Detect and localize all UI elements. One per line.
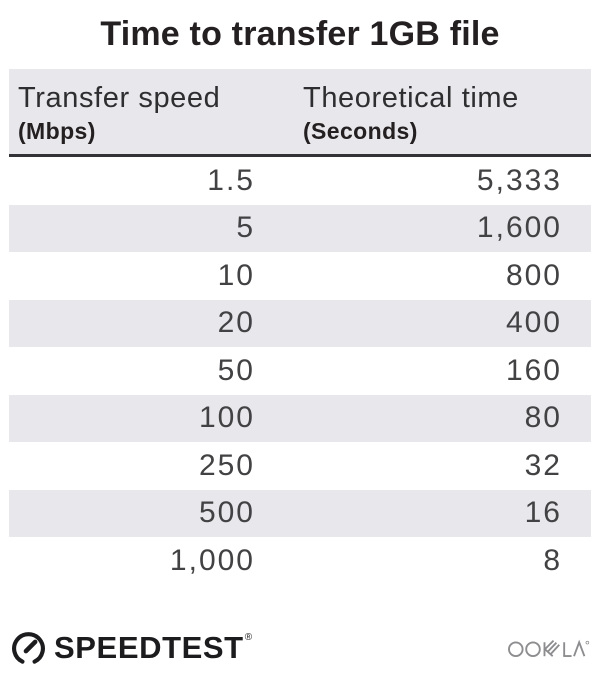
table-row: 10 800 [9, 252, 591, 300]
column-header-time: Theoretical time (Seconds) [255, 80, 591, 154]
ookla-wordmark-icon [508, 639, 590, 657]
transfer-time-table: Transfer speed (Mbps) Theoretical time (… [9, 69, 591, 585]
column-header-speed: Transfer speed (Mbps) [9, 80, 255, 154]
table-row: 5 1,600 [9, 204, 591, 252]
cell-time: 1,600 [476, 211, 562, 245]
column-unit-speed: (Mbps) [18, 118, 96, 144]
page-title: Time to transfer 1GB file [100, 15, 500, 53]
cell-time: 5,333 [476, 163, 562, 197]
table-row: 50 160 [9, 347, 591, 395]
column-unit-time: (Seconds) [303, 118, 418, 144]
cell-speed: 1.5 [207, 163, 255, 197]
speedtest-logo: SPEEDTEST ® [10, 629, 252, 666]
footer: SPEEDTEST ® [10, 629, 590, 667]
speedtest-gauge-icon [12, 632, 45, 664]
cell-speed: 10 [217, 258, 255, 292]
cell-time: 80 [524, 401, 562, 435]
registered-trademark-icon: ® [244, 632, 253, 643]
table-row: 500 16 [9, 489, 591, 537]
cell-time: 16 [524, 496, 562, 530]
cell-speed: 5 [236, 211, 255, 245]
speedtest-wordmark: SPEEDTEST [54, 630, 244, 665]
table-row: 20 400 [9, 299, 591, 347]
cell-speed: 100 [198, 401, 255, 435]
cell-speed: 20 [217, 306, 255, 340]
cell-speed: 250 [198, 448, 255, 482]
cell-speed: 1,000 [169, 543, 255, 577]
cell-time: 160 [505, 353, 562, 387]
table-body: 1.5 5,333 5 1,600 10 800 20 400 50 160 1… [9, 157, 591, 585]
cell-time: 8 [543, 543, 562, 577]
cell-time: 32 [524, 448, 562, 482]
ookla-logo [508, 636, 590, 660]
table-header-row: Transfer speed (Mbps) Theoretical time (… [9, 69, 591, 157]
column-label-speed: Transfer speed [18, 82, 221, 114]
table-row: 100 80 [9, 394, 591, 442]
cell-time: 400 [505, 306, 562, 340]
table-row: 1.5 5,333 [9, 157, 591, 205]
cell-speed: 50 [217, 353, 255, 387]
table-row: 1,000 8 [9, 537, 591, 585]
column-label-time: Theoretical time [303, 82, 519, 114]
cell-time: 800 [505, 258, 562, 292]
cell-speed: 500 [198, 496, 255, 530]
table-row: 250 32 [9, 442, 591, 490]
infographic-page: Time to transfer 1GB file Transfer speed… [0, 14, 600, 691]
